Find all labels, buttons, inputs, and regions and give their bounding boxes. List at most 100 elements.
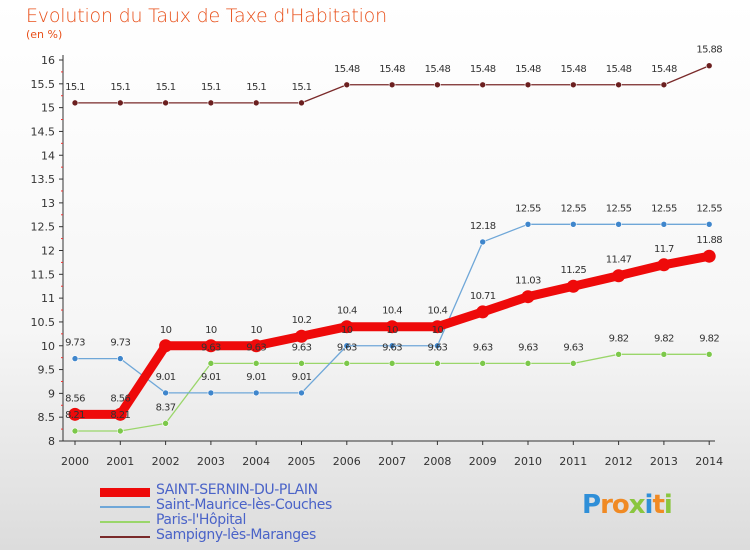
data-point <box>159 339 173 353</box>
data-label: 9.63 <box>473 342 493 353</box>
logo-letter: r <box>600 490 613 520</box>
data-point <box>430 320 444 334</box>
data-label: 8.56 <box>65 393 85 404</box>
logo-letter: i <box>644 490 654 520</box>
data-point <box>207 99 215 107</box>
data-label: 9.63 <box>292 342 312 353</box>
data-label: 15.1 <box>156 82 176 93</box>
data-point <box>295 329 308 343</box>
data-label: 10 <box>432 325 444 336</box>
line-chart: 8 8.5 9 9.5 10 10.5 11 11.5 12 12.5 13 13.5 14 14.5 15… <box>31 45 724 468</box>
x-tick-label: 2012 <box>605 455 633 468</box>
data-label: 15.48 <box>334 64 360 75</box>
legend-swatch <box>100 487 150 497</box>
data-label: 12.55 <box>560 203 586 214</box>
data-label: 11.47 <box>606 255 632 266</box>
data-label: 9.01 <box>246 372 266 383</box>
x-tick-label: 2001 <box>106 455 134 468</box>
data-label: 15.1 <box>110 82 130 93</box>
data-point <box>385 320 399 334</box>
data-label: 15.48 <box>515 64 541 75</box>
data-point <box>569 360 577 367</box>
data-label: 15.48 <box>606 64 632 75</box>
data-point <box>434 360 441 367</box>
x-tick-label: 2008 <box>423 455 451 468</box>
data-label: 9.63 <box>563 342 583 353</box>
data-label: 10.4 <box>382 306 402 317</box>
data-point <box>298 389 305 397</box>
legend-label: SAINT-SERNIN-DU-PLAIN <box>156 482 318 498</box>
data-label: 9.82 <box>699 333 719 344</box>
y-tick-label: 9.5 <box>38 364 56 377</box>
x-tick-label: 2013 <box>650 455 678 468</box>
data-label: 10 <box>250 325 262 336</box>
data-point <box>524 81 532 89</box>
data-label: 9.63 <box>382 342 402 353</box>
y-tick-label: 14.5 <box>31 125 56 138</box>
y-tick-label: 8 <box>48 435 55 448</box>
data-label: 10 <box>341 325 353 336</box>
data-point <box>71 99 79 107</box>
data-label: 15.48 <box>470 64 496 75</box>
data-point <box>207 389 215 397</box>
data-label: 11.03 <box>515 276 541 287</box>
legend-swatch <box>100 506 150 508</box>
data-label: 15.48 <box>425 64 451 75</box>
series-3 <box>71 62 713 107</box>
data-label: 12.18 <box>470 221 496 232</box>
logo-letter: o <box>611 490 630 520</box>
data-point <box>204 339 218 353</box>
data-point <box>479 81 487 89</box>
data-point <box>252 99 260 107</box>
x-tick-label: 2004 <box>242 455 270 468</box>
data-point <box>615 351 622 358</box>
data-label: 15.88 <box>696 45 722 56</box>
y-tick-label: 11 <box>41 292 55 305</box>
data-label: 9.63 <box>518 342 538 353</box>
data-point <box>249 339 263 353</box>
data-point <box>343 81 351 89</box>
legend-label: Paris-l'Hôpital <box>156 512 246 528</box>
x-tick-label: 2010 <box>514 455 542 468</box>
data-point <box>68 407 82 421</box>
data-point <box>569 221 577 228</box>
data-point <box>340 320 354 334</box>
data-label: 15.1 <box>292 82 312 93</box>
data-point <box>476 305 490 319</box>
data-point <box>705 221 713 228</box>
data-point <box>434 81 441 89</box>
data-point <box>162 420 169 427</box>
data-point <box>113 407 127 421</box>
data-label: 9.01 <box>201 372 221 383</box>
x-tick-label: 2002 <box>152 455 180 468</box>
data-point <box>660 351 668 358</box>
logo-letter: x <box>628 490 646 520</box>
legend-swatch <box>100 536 150 538</box>
y-tick-label: 10.5 <box>31 316 56 329</box>
legend-label: Saint-Maurice-lès-Couches <box>156 497 332 513</box>
data-point <box>615 221 622 228</box>
x-tick-label: 2007 <box>378 455 406 468</box>
data-label: 10.4 <box>337 306 357 317</box>
data-label: 12.55 <box>606 203 632 214</box>
x-tick-label: 2009 <box>469 455 497 468</box>
data-point <box>521 290 535 304</box>
data-label: 15.1 <box>65 82 85 93</box>
series-1 <box>71 221 713 397</box>
x-tick-label: 2000 <box>61 455 89 468</box>
data-point <box>524 221 532 228</box>
data-point <box>705 351 713 358</box>
data-point <box>252 360 260 367</box>
data-point <box>566 279 580 293</box>
data-point <box>343 342 351 350</box>
data-point <box>434 342 441 350</box>
data-point <box>117 355 124 362</box>
logo-letter: t <box>652 490 664 520</box>
chart-subtitle: (en %) <box>26 28 63 41</box>
y-tick-label: 13.5 <box>31 173 56 186</box>
series-2 <box>71 351 713 435</box>
data-point <box>660 81 668 89</box>
y-tick-label: 12.5 <box>31 221 56 234</box>
data-point <box>298 360 305 367</box>
data-point <box>117 427 124 435</box>
